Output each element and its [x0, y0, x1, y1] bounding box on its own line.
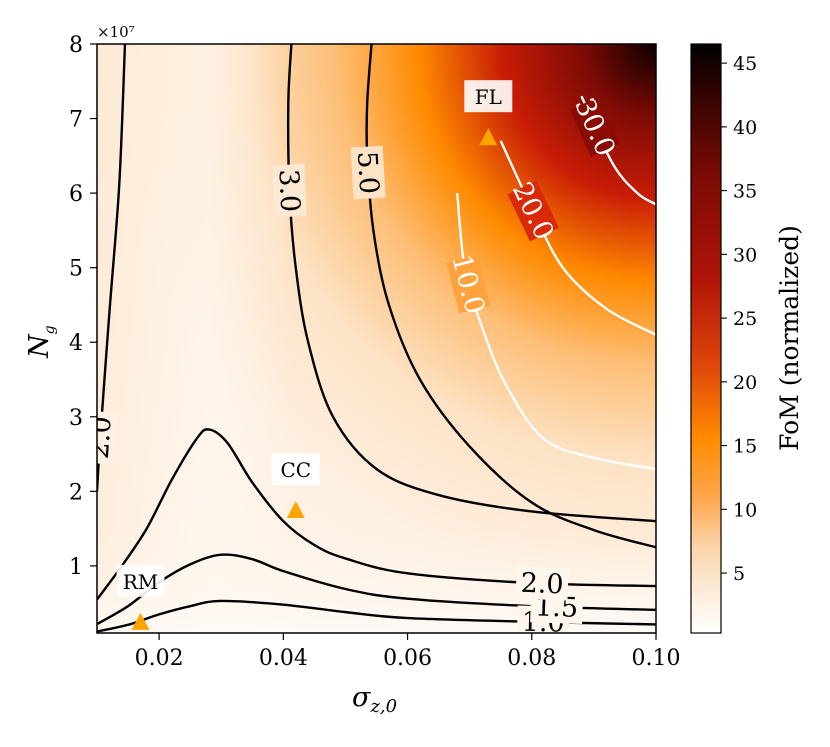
y-tick-label: 5 — [69, 257, 83, 282]
y-tick-label: 2 — [69, 480, 83, 505]
colorbar-tick-label: 20 — [733, 372, 757, 394]
y-tick-label: 3 — [69, 406, 83, 431]
y-tick-label: 1 — [69, 555, 83, 580]
plot-frame — [96, 43, 657, 634]
colorbar-tick-label: 25 — [733, 308, 757, 330]
contour-label: 2.0 — [520, 568, 564, 601]
annotation-box — [116, 564, 165, 597]
contour-label-group: 2.0 — [515, 566, 569, 601]
y-axis-label: Ng — [24, 325, 58, 359]
annotation-box — [271, 452, 320, 485]
colorbar-label: FoM (normalized) — [775, 225, 804, 451]
colorbar-tick-label: 45 — [733, 53, 757, 75]
colorbar-tick-label: 40 — [733, 117, 757, 139]
y-tick-label: 4 — [69, 331, 83, 356]
annotation-rm: RM — [116, 564, 165, 597]
contour-label-group: 2.0 — [84, 410, 118, 465]
contour-label-group: 10.0 — [445, 251, 491, 317]
colorbar-tick-label: 30 — [733, 244, 757, 266]
y-tick-label: 7 — [69, 108, 83, 133]
x-tick-label: 0.02 — [135, 646, 184, 671]
annotation-fl: FL — [464, 80, 513, 113]
x-tick-label: 0.10 — [632, 646, 681, 671]
x-tick-label: 0.08 — [507, 646, 556, 671]
x-axis: 0.02 0.04 0.06 0.08 0.10 — [135, 633, 681, 671]
colorbar-tick-label: 5 — [733, 563, 745, 585]
colorbar — [690, 43, 722, 634]
x-tick-label: 0.06 — [383, 646, 432, 671]
annotation-box — [464, 80, 513, 113]
y-axis: 1 2 3 4 5 6 7 8 — [69, 33, 97, 580]
contour-label-gap — [446, 255, 491, 314]
y-tick-label: 8 — [69, 33, 83, 58]
contour-label-group: 5.0 — [350, 145, 386, 200]
x-tick-label: 0.04 — [259, 646, 308, 671]
contour-label-gap — [97, 410, 118, 465]
x-axis-label: σz,0 — [352, 682, 397, 717]
contour-line-20-0 — [499, 140, 656, 336]
annotation-cc: CC — [271, 452, 320, 485]
annotation-label: FL — [475, 85, 502, 109]
y-tick-label: 6 — [69, 182, 83, 207]
colorbar-ticks: 5 10 15 20 25 30 35 40 45 — [721, 53, 757, 585]
heatmap-bottom-wash — [97, 44, 656, 633]
contour-label: 2.0 — [84, 415, 118, 460]
contour-label: 3.0 — [273, 169, 306, 213]
marker-fl — [479, 128, 498, 146]
contour-label-gap — [515, 566, 569, 601]
y-axis-multiplier: ×10⁷ — [97, 23, 135, 41]
colorbar-tick-label: 15 — [733, 436, 757, 458]
contour-line-2-0 — [97, 428, 656, 601]
contour-label-gap — [350, 145, 386, 200]
contour-line-5-0 — [365, 44, 656, 549]
contour-label-group: 3.0 — [272, 164, 307, 218]
marker-cc — [286, 500, 305, 518]
annotation-label: CC — [280, 458, 311, 482]
colorbar-tick-label: 35 — [733, 181, 757, 203]
contour-label: 5.0 — [351, 150, 384, 195]
annotation-label: RM — [123, 570, 159, 594]
colorbar-tick-label: 10 — [733, 499, 757, 521]
contour-label-gap — [569, 96, 621, 158]
contour-label-gap — [272, 164, 307, 218]
contour-label-gap — [507, 180, 559, 242]
contour-line-3-0 — [286, 44, 656, 523]
marker-rm — [131, 612, 150, 630]
